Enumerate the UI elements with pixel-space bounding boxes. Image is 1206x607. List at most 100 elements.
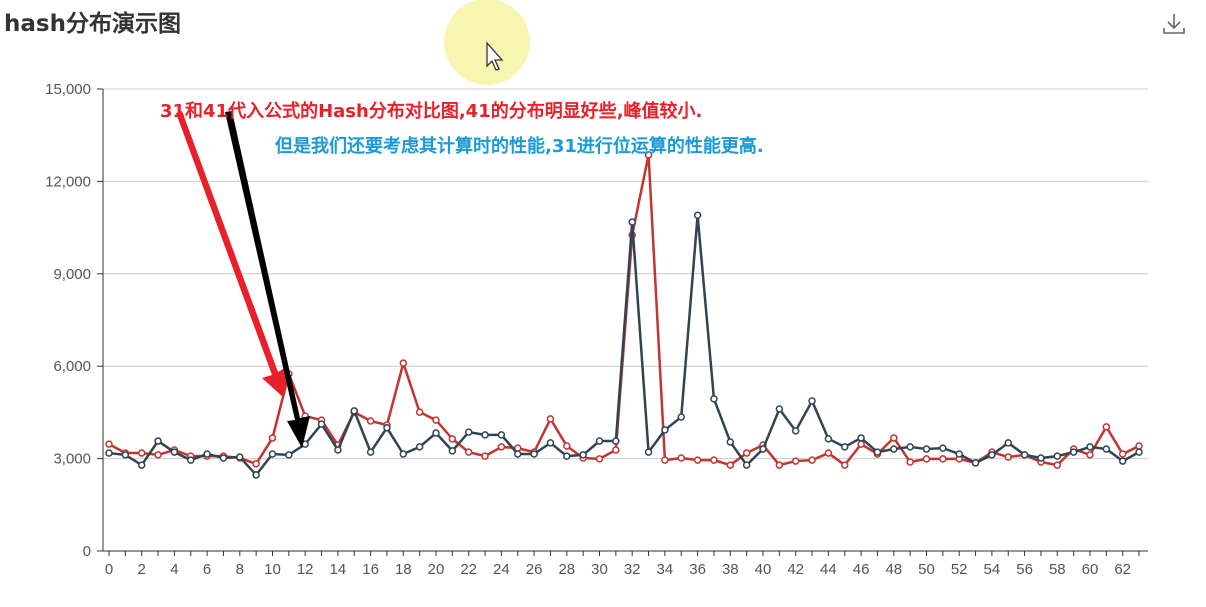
data-point [1053, 461, 1062, 469]
data-point [988, 451, 996, 459]
data-point [759, 445, 767, 453]
data-point [726, 461, 735, 469]
data-point [1086, 451, 1094, 459]
data-point [579, 451, 587, 459]
data-point [693, 211, 702, 220]
x-tick-label: 32 [624, 561, 641, 578]
x-tick-label: 50 [918, 561, 935, 578]
data-point [612, 446, 620, 454]
data-point [415, 408, 424, 416]
data-point [1135, 442, 1143, 450]
data-point [726, 438, 735, 446]
data-point [383, 424, 391, 432]
data-point [677, 454, 685, 462]
x-tick-label: 60 [1082, 561, 1099, 578]
data-point [399, 359, 408, 367]
data-point [563, 452, 571, 460]
x-tick-label: 56 [1016, 561, 1033, 578]
data-point [939, 444, 947, 452]
x-tick-label: 14 [330, 561, 347, 578]
series-31 [105, 151, 1143, 469]
data-point [546, 439, 555, 447]
y-tick-label: 0 [83, 543, 91, 560]
data-point [481, 452, 489, 460]
x-tick-label: 2 [138, 561, 146, 578]
y-tick-label: 3,000 [53, 451, 91, 468]
data-point [464, 448, 473, 456]
x-tick-label: 8 [236, 561, 244, 578]
data-point [497, 431, 506, 439]
y-tick-label: 12,000 [45, 173, 91, 190]
data-point [1118, 457, 1127, 465]
x-tick-label: 16 [362, 561, 379, 578]
annotation-blue: 但是我们还要考虑其计算时的性能,31进行位运算的性能更高. [275, 136, 764, 157]
data-point [154, 437, 162, 445]
data-point [841, 443, 849, 451]
data-point [514, 450, 522, 458]
x-tick-label: 4 [170, 561, 178, 578]
x-tick-label: 34 [657, 561, 674, 578]
data-point [955, 450, 963, 458]
data-point [105, 440, 113, 448]
x-tick-label: 44 [820, 561, 837, 578]
data-point [791, 427, 800, 435]
data-point [742, 461, 751, 469]
data-point [546, 415, 555, 423]
series-line [108, 154, 1140, 467]
data-point [857, 434, 865, 442]
x-tick-label: 20 [428, 561, 445, 578]
data-point [873, 448, 882, 456]
data-point [399, 450, 408, 458]
x-tick-label: 38 [722, 561, 739, 578]
x-tick-label: 0 [105, 561, 113, 578]
data-point [644, 151, 653, 159]
black-arrow [225, 111, 310, 448]
data-point [661, 426, 669, 434]
y-tick-label: 15,000 [45, 81, 91, 98]
data-point [137, 449, 146, 457]
data-point [775, 461, 784, 469]
x-tick-label: 42 [787, 561, 804, 578]
data-point [464, 428, 473, 436]
data-point [285, 451, 293, 459]
data-point [236, 453, 244, 461]
data-point [922, 455, 931, 463]
data-point [366, 448, 375, 456]
data-point [710, 395, 718, 403]
data-point [742, 449, 751, 457]
x-tick-label: 28 [558, 561, 575, 578]
data-point [187, 456, 195, 464]
data-point [170, 448, 179, 456]
data-point [1102, 423, 1111, 431]
data-point [906, 443, 914, 451]
mouse-pointer-icon [486, 41, 504, 71]
data-point [448, 447, 457, 455]
data-point [219, 454, 228, 462]
x-tick-label: 22 [460, 561, 477, 578]
chart-title: hash分布演示图 [4, 11, 181, 37]
data-point [137, 461, 146, 469]
data-point [890, 445, 898, 453]
data-point [595, 455, 604, 463]
x-tick-label: 18 [395, 561, 412, 578]
download-icon[interactable] [1160, 10, 1188, 38]
data-point [432, 429, 440, 437]
data-point [497, 443, 506, 451]
x-tick-label: 36 [689, 561, 706, 578]
cursor-highlight [444, 0, 530, 85]
data-point [154, 451, 162, 459]
annotation-red: 31和41代入公式的Hash分布对比图,41的分布明显好些,峰值较小. [160, 101, 703, 122]
data-point [1004, 439, 1012, 447]
x-tick-label: 48 [885, 561, 902, 578]
data-point [824, 449, 833, 457]
data-point [1037, 454, 1045, 462]
data-point [595, 437, 604, 445]
data-point [432, 416, 440, 424]
data-point [1069, 448, 1078, 456]
x-tick-label: 46 [853, 561, 870, 578]
x-tick-label: 10 [264, 561, 281, 578]
data-point [890, 434, 898, 442]
data-point [906, 458, 914, 466]
data-point [1102, 445, 1111, 453]
